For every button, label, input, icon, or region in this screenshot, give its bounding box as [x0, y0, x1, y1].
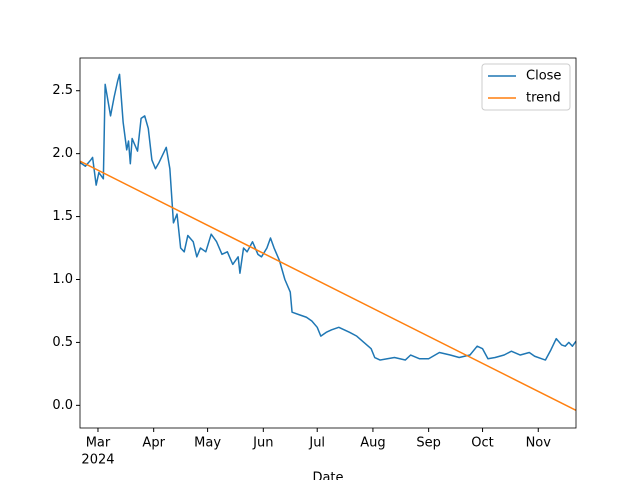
y-tick-label: 0.5: [52, 335, 73, 350]
x-tick-label: Aug: [360, 436, 385, 451]
x-axis-label: Date: [312, 471, 343, 480]
legend-label: trend: [526, 91, 561, 106]
x-tick-label: Nov: [526, 436, 552, 451]
x-tick-label: Apr: [142, 436, 165, 451]
legend-label: Close: [526, 69, 561, 84]
y-tick-label: 1.0: [52, 272, 73, 287]
x-tick-label: Mar: [86, 436, 111, 451]
x-tick-label: Jun: [252, 436, 273, 451]
x-tick-label: Oct: [471, 436, 493, 451]
y-tick-label: 2.0: [52, 146, 73, 161]
y-tick-label: 1.5: [52, 209, 73, 224]
y-tick-label: 2.5: [52, 83, 73, 98]
x-tick-label: Jul: [308, 436, 325, 451]
x-tick-year: 2024: [81, 453, 114, 468]
x-tick-label: Sep: [416, 436, 441, 451]
series-line: [80, 73, 576, 361]
y-tick-label: 0.0: [52, 398, 73, 413]
plot-frame: [79, 57, 577, 429]
x-tick-label: May: [194, 436, 221, 451]
series-line: [80, 160, 576, 412]
